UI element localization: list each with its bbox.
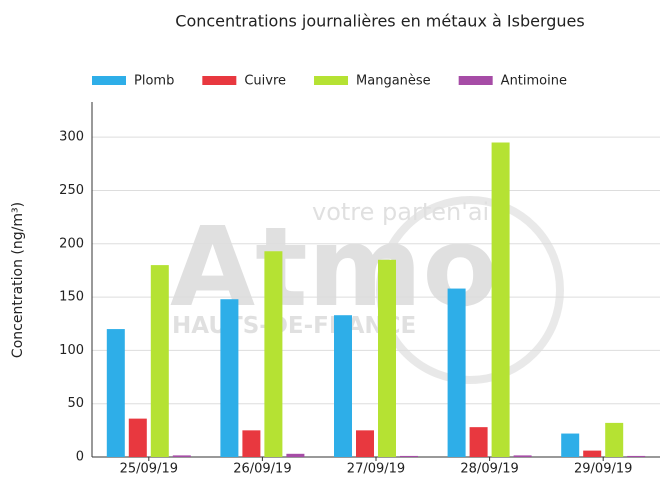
bar (513, 455, 532, 457)
y-tick-label: 200 (59, 236, 84, 251)
bar (605, 422, 624, 457)
bar (106, 329, 125, 457)
bar (583, 450, 602, 457)
bar (242, 430, 261, 457)
y-tick-label: 250 (59, 183, 84, 198)
bar (128, 418, 147, 457)
y-tick-label: 300 (59, 130, 84, 145)
bar (400, 455, 418, 457)
chart-title: Concentrations journalières en métaux à … (175, 12, 584, 31)
bar (469, 427, 488, 457)
legend-label: Plomb (134, 74, 174, 89)
bar (172, 455, 191, 457)
legend-label: Cuivre (244, 74, 286, 89)
y-tick-label: 0 (76, 450, 84, 465)
bar (334, 315, 352, 457)
bar (627, 455, 646, 457)
y-tick-label: 100 (59, 343, 84, 358)
legend-swatch (458, 76, 493, 85)
bar (264, 251, 283, 457)
legend-label: Manganèse (356, 74, 431, 89)
legend-swatch (202, 76, 237, 85)
bar (220, 299, 239, 457)
bar (561, 433, 580, 457)
legend-swatch (92, 76, 126, 85)
y-tick-label: 150 (59, 290, 84, 305)
y-axis-label: Concentration (ng/m³) (10, 202, 26, 358)
x-tick-label: 27/09/19 (347, 462, 405, 477)
bar (150, 265, 169, 457)
legend-label: Antimoine (501, 74, 567, 89)
x-tick-label: 25/09/19 (120, 462, 178, 477)
x-tick-label: 26/09/19 (233, 462, 291, 477)
bar (491, 142, 510, 458)
bar (286, 453, 305, 457)
legend-swatch (314, 76, 349, 85)
x-tick-label: 29/09/19 (574, 462, 632, 477)
y-tick-label: 50 (67, 396, 84, 411)
watermark-region: HAUTS-DE-FRANCE (172, 313, 416, 339)
bar (356, 430, 374, 457)
bar (378, 259, 396, 457)
x-tick-label: 28/09/19 (460, 462, 518, 477)
bar (447, 288, 466, 457)
watermark-slogan: votre parten'air (312, 198, 499, 226)
